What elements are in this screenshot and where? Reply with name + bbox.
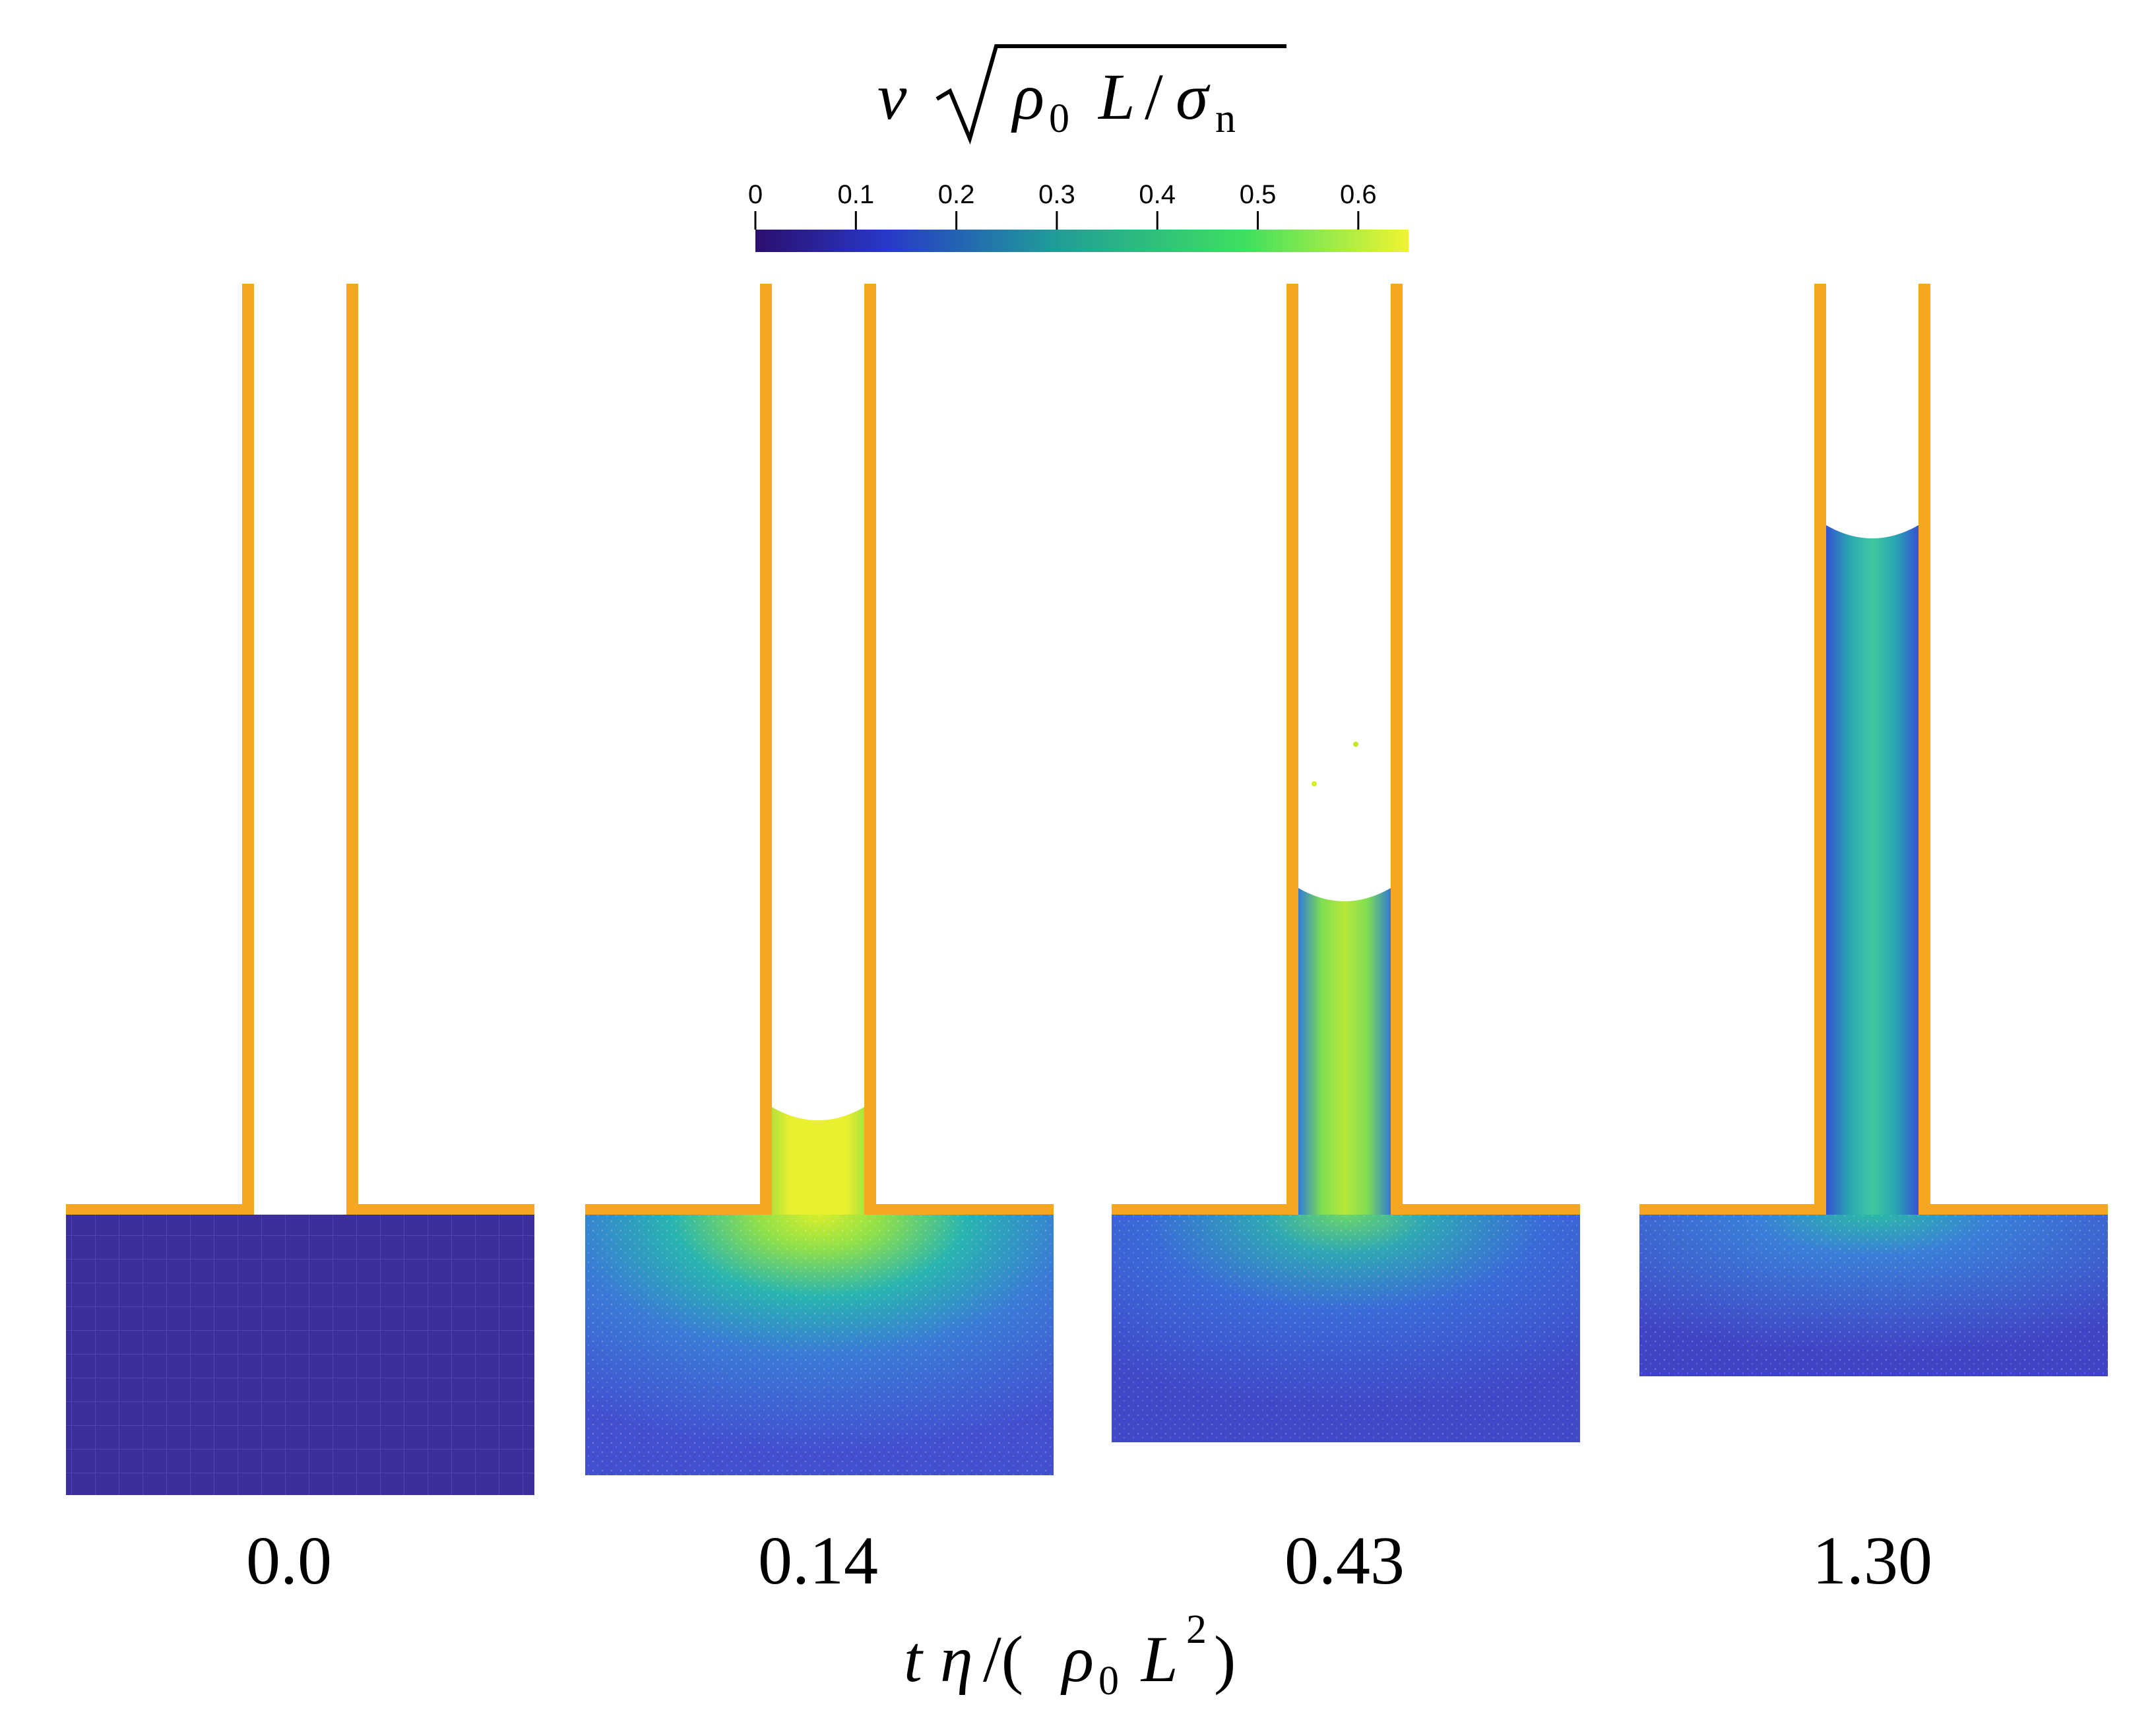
xaxis-sup: 2	[1186, 1607, 1207, 1652]
wall-right	[1391, 284, 1403, 1204]
wall-right	[1918, 284, 1930, 1204]
time-label: 1.30	[1812, 1523, 1932, 1599]
panel-t0: 0.0	[66, 284, 534, 1599]
wall-floor-left	[585, 1204, 772, 1215]
colorbar-tick-label: 0	[748, 180, 763, 209]
wall-floor-left	[66, 1204, 254, 1215]
xaxis-title: t η /( ρ 0 L 2 )	[904, 1607, 1236, 1704]
wall-left	[242, 284, 254, 1204]
fluid-column	[772, 1107, 864, 1215]
sqrt-sign	[935, 44, 1286, 145]
colorbar-title-sigma-sub: n	[1215, 96, 1236, 141]
wall-left	[1286, 284, 1298, 1204]
colorbar-title: v ρ 0 L / σ n	[877, 44, 1286, 145]
colorbar-title-sigma: σ	[1176, 60, 1211, 133]
colorbar: 0 0.1 0.2 0.3 0.4 0.5 0.6	[748, 180, 1409, 252]
xaxis-rho: ρ	[1060, 1622, 1094, 1696]
colorbar-tick-label: 0.4	[1139, 180, 1176, 209]
fluid-speckle	[1639, 1215, 2108, 1376]
xaxis-slash: /(	[983, 1622, 1023, 1696]
wall-floor-left	[1639, 1204, 1826, 1215]
xaxis-t: t	[904, 1622, 924, 1696]
fluid-speckle	[1112, 1215, 1580, 1442]
colorbar-tick-label: 0.6	[1340, 180, 1377, 209]
colorbar-tick-label: 0.3	[1038, 180, 1075, 209]
colorbar-tick-label: 0.1	[838, 180, 875, 209]
wall-left	[1814, 284, 1826, 1204]
wall-right	[864, 284, 876, 1204]
time-label: 0.14	[758, 1523, 878, 1599]
wall-floor-right	[864, 1204, 1054, 1215]
wall-left	[760, 284, 772, 1204]
wall-floor-right	[1391, 1204, 1580, 1215]
wall-floor-left	[1112, 1204, 1298, 1215]
fluid-reservoir	[66, 1215, 534, 1495]
panel-t043: 0.43	[1112, 284, 1580, 1599]
xaxis-rho-sub: 0	[1098, 1659, 1119, 1704]
fluid-column	[1298, 888, 1391, 1215]
colorbar-tick-label: 0.5	[1240, 180, 1277, 209]
colorbar-title-rho: ρ	[1011, 60, 1044, 133]
droplet	[1353, 742, 1358, 747]
xaxis-close: )	[1214, 1622, 1236, 1696]
panel-t014: 0.14	[585, 284, 1054, 1599]
droplet	[1312, 781, 1317, 786]
colorbar-title-slash: /	[1145, 60, 1163, 133]
fluid-column	[1826, 525, 1918, 1215]
colorbar-title-rho-sub: 0	[1049, 96, 1069, 141]
xaxis-eta: η	[940, 1622, 973, 1696]
colorbar-bar	[755, 230, 1409, 252]
time-label: 0.0	[246, 1523, 332, 1599]
fluid-speckle	[585, 1215, 1054, 1475]
xaxis-L: L	[1140, 1622, 1178, 1696]
wall-floor-right	[1918, 1204, 2108, 1215]
wall-floor-right	[346, 1204, 534, 1215]
panel-t130: 1.30	[1639, 284, 2108, 1599]
colorbar-ticks: 0 0.1 0.2 0.3 0.4 0.5 0.6	[748, 180, 1377, 230]
time-label: 0.43	[1284, 1523, 1405, 1599]
colorbar-title-L: L	[1097, 60, 1135, 133]
wall-right	[346, 284, 358, 1204]
colorbar-tick-label: 0.2	[938, 180, 975, 209]
colorbar-title-v: v	[877, 60, 907, 133]
